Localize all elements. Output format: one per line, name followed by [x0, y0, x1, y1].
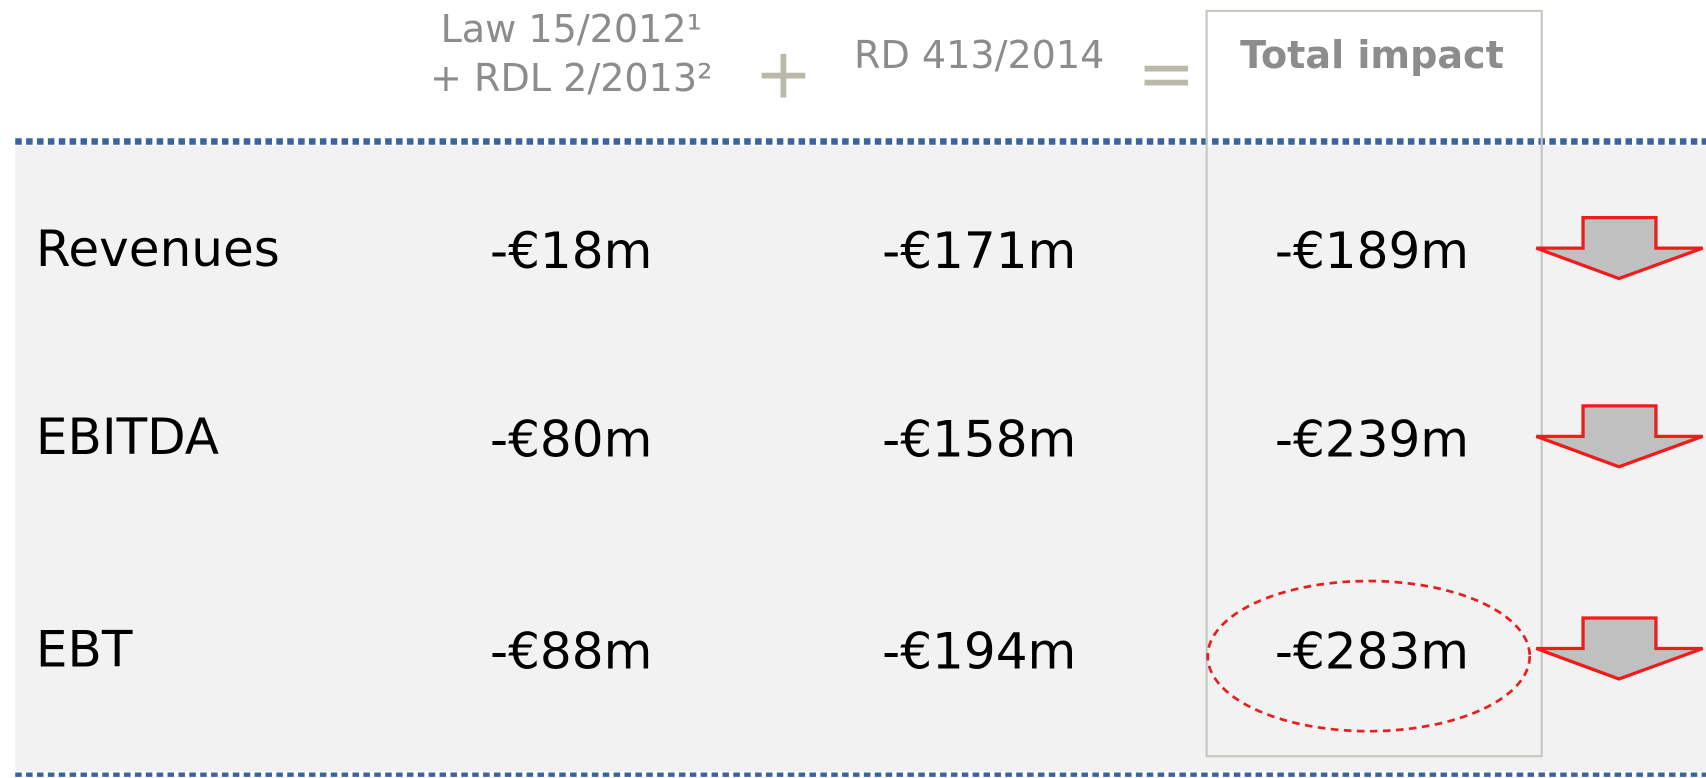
row-value: -€80m	[490, 410, 652, 468]
row-label: EBITDA	[36, 408, 219, 466]
row-value: -€18m	[490, 222, 652, 280]
header-law: Law 15/2012¹	[441, 7, 702, 51]
row-value: -€88m	[490, 623, 652, 681]
down-arrow	[1535, 404, 1704, 469]
header-total: Total impact	[1240, 33, 1504, 77]
equals-operator: =	[1137, 33, 1195, 114]
row-value: -€239m	[1275, 410, 1469, 468]
row-label: EBT	[36, 620, 133, 678]
row-value: -€158m	[882, 410, 1076, 468]
header-rdl: + RDL 2/2013²	[430, 56, 712, 100]
header-rd: RD 413/2014	[854, 33, 1104, 77]
row-value: -€171m	[882, 222, 1076, 280]
plus-operator: +	[754, 33, 812, 114]
row-value: -€194m	[882, 623, 1076, 681]
row-value: -€283m	[1275, 623, 1469, 681]
total-impact-box	[1205, 9, 1543, 758]
table-background	[15, 145, 1706, 772]
down-arrow	[1535, 216, 1704, 281]
highlight-ellipse	[1206, 579, 1532, 733]
row-value: -€189m	[1275, 222, 1469, 280]
row-label: Revenues	[36, 220, 280, 278]
down-arrow	[1535, 616, 1704, 681]
